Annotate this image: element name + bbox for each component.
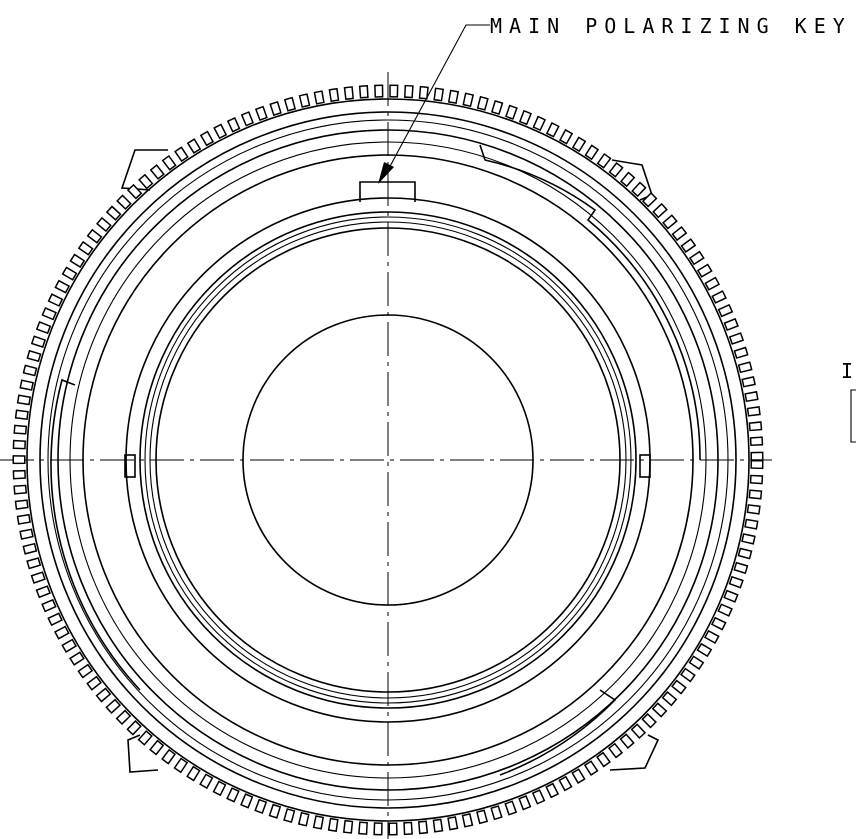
callout-label: MAIN POLARIZING KEY bbox=[490, 14, 852, 38]
page: {"callout": {"label": "MAIN POLARIZING K… bbox=[0, 0, 856, 839]
bayonet-right bbox=[480, 145, 700, 460]
bayonet-bottom bbox=[500, 690, 615, 775]
leader-arrow bbox=[378, 162, 394, 184]
side-note: I bbox=[841, 359, 853, 383]
side-box bbox=[851, 390, 856, 442]
drawing: MAIN POLARIZING KEY I bbox=[0, 0, 856, 839]
tab-right bbox=[640, 455, 650, 477]
